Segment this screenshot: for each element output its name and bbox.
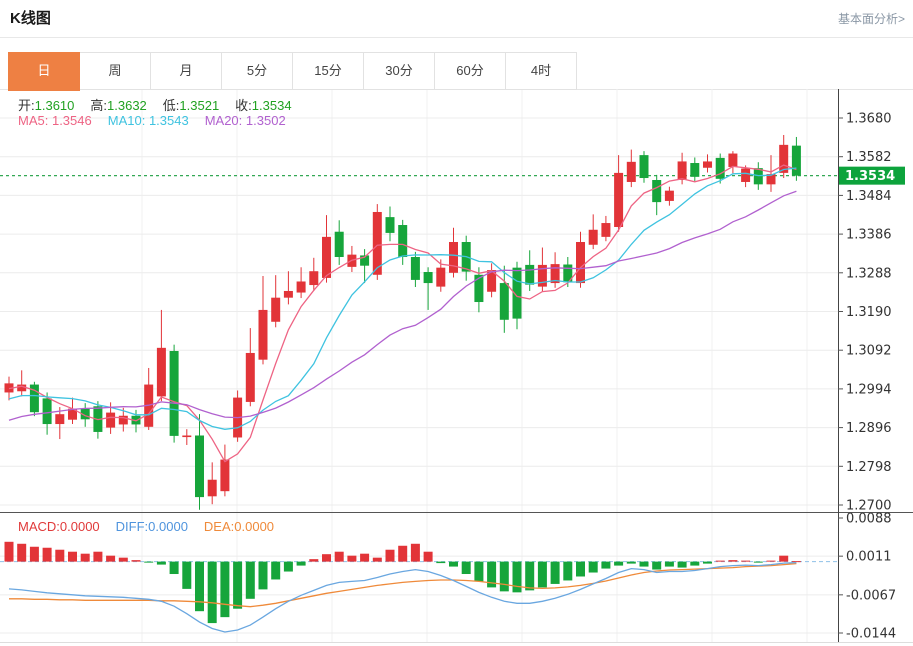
y-axis [0,89,913,643]
page-title: K线图 [10,10,51,27]
interval-tabs: 日周月 5分 15分 30分 60分 4时 [8,52,577,91]
svg-text:1.2896: 1.2896 [846,421,892,436]
svg-text:1.2994: 1.2994 [846,382,892,397]
tab-4时[interactable]: 4时 [506,52,577,90]
tab-周[interactable]: 周 [80,52,151,90]
macd-histogram [4,541,801,624]
svg-text:-0.0067: -0.0067 [846,588,896,603]
tab-月[interactable]: 月 [151,52,222,90]
svg-text:1.3386: 1.3386 [846,228,892,243]
svg-text:1.3092: 1.3092 [846,344,892,359]
svg-text:1.2798: 1.2798 [846,460,892,475]
tab-30分[interactable]: 30分 [364,52,435,90]
main-pane-gridlines [0,89,913,643]
svg-text:-0.0144: -0.0144 [846,627,896,642]
svg-text:0.0011: 0.0011 [846,550,892,565]
svg-text:1.3484: 1.3484 [846,189,892,204]
svg-text:1.3534: 1.3534 [845,169,895,184]
ma10-line [8,167,797,430]
page-header: K线图 基本面分析> [0,0,913,38]
svg-text:0.0088: 0.0088 [846,512,892,527]
tab-日[interactable]: 日 [8,52,80,91]
ma20-line [8,190,797,421]
tab-60分[interactable]: 60分 [435,52,506,90]
tab-5分[interactable]: 5分 [222,52,293,90]
ma5-line [8,164,797,463]
current-price-badge: 1.3534 [839,166,905,185]
dea-line [9,562,797,608]
tab-15分[interactable]: 15分 [293,52,364,90]
svg-text:1.3190: 1.3190 [846,305,892,320]
diff-line [8,561,797,633]
svg-text:1.2700: 1.2700 [846,499,892,514]
macd-axis-labels: 0.0088 0.0011 -0.0067 -0.0144 [838,512,896,642]
svg-text:1.3680: 1.3680 [846,112,892,127]
price-axis-labels: 1.3680 1.3582 1.3484 1.3386 1.3288 1.3190 1.30… [838,112,892,514]
candles-layer [4,134,801,510]
fundamental-analysis-link[interactable]: 基本面分析> [837,12,905,26]
svg-text:1.3288: 1.3288 [846,266,892,281]
svg-text:1.3582: 1.3582 [846,150,892,165]
